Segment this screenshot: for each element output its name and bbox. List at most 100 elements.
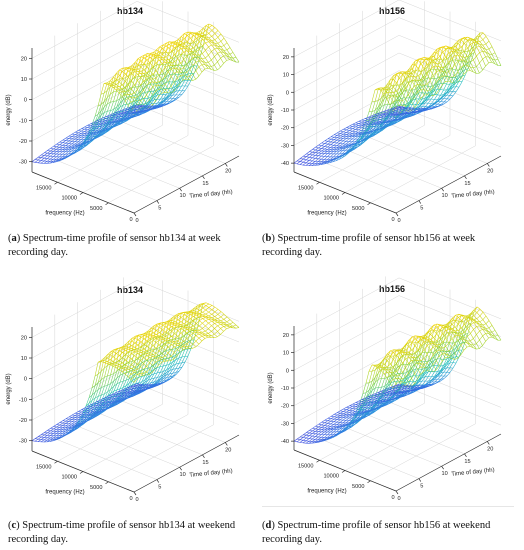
y-tick-label: 15000 [36,185,52,191]
mesh-line [396,91,401,95]
mesh-line [122,91,127,96]
mesh-line [169,101,174,104]
mesh-line [144,73,148,76]
mesh-line [104,124,108,128]
mesh-line [74,139,79,142]
mesh-line [402,97,407,106]
mesh-line [155,74,160,79]
mesh-line [337,130,341,134]
mesh-line [134,89,138,94]
mesh-line [196,37,200,42]
mesh-line [211,36,216,40]
grid-line [31,300,240,359]
mesh-line [205,46,209,51]
mesh-line [407,116,411,118]
mesh-line [83,133,88,136]
mesh-line [352,130,356,133]
caption-a: (a) Spectrum-time profile of sensor hb13… [8,233,221,258]
mesh-line [114,121,119,124]
mesh-line [457,52,462,57]
mesh-line [86,133,91,136]
mesh-line [363,137,368,140]
mesh-line [348,141,353,145]
mesh-line [351,145,355,150]
mesh-line [93,120,98,123]
mesh-line [467,60,472,63]
mesh-line [427,69,432,78]
mesh-line [94,118,99,126]
mesh-line [59,142,63,145]
mesh-line [330,151,334,155]
mesh-line [158,63,163,67]
mesh-line [143,56,148,59]
mesh-line [376,117,381,120]
mesh-line [205,50,209,56]
mesh-line [130,111,134,114]
mesh-line [364,126,368,129]
grid-line [31,83,240,142]
mesh-line [452,80,456,84]
mesh-line [430,59,435,70]
mesh-line [177,54,182,59]
mesh-line [389,107,393,110]
mesh-line [429,69,434,76]
mesh-line [479,50,483,53]
mesh-line [111,117,116,120]
mesh-line [160,98,164,103]
mesh-line [229,54,234,59]
mesh-line [293,160,298,164]
mesh-line [436,76,441,79]
mesh-line [205,27,210,31]
mesh-line [190,32,194,44]
mesh-line [354,141,359,144]
x-tick [441,188,444,192]
mesh-line [448,50,453,54]
mesh-line [202,25,207,29]
mesh-line [174,45,179,48]
mesh-line [390,79,394,84]
mesh-line [108,126,112,129]
mesh-line [366,135,371,139]
mesh-line [414,68,419,73]
mesh-line [59,147,63,150]
mesh-line [87,125,91,128]
mesh-line [34,156,39,160]
grid-line [31,342,240,400]
mesh-line [116,90,120,101]
mesh-line [436,58,440,60]
mesh-line [141,106,146,109]
mesh-line [106,361,111,364]
mesh-line [330,144,334,146]
mesh-line [401,113,405,115]
mesh-line [424,77,428,80]
mesh-line [384,95,388,105]
mesh-line [153,74,158,85]
mesh-line [413,111,417,113]
mesh-line [183,55,188,60]
mesh-line [364,118,369,120]
mesh-line [187,73,192,81]
mesh-line [163,94,167,99]
mesh-line [77,139,82,143]
mesh-line [335,157,340,161]
mesh-line [417,84,422,90]
mesh-line [172,81,176,89]
mesh-line [174,68,178,72]
mesh-line [106,80,111,91]
mesh-line [434,94,438,100]
mesh-line [327,141,332,145]
mesh-line [164,75,169,82]
mesh-line [374,115,378,117]
mesh-line [181,71,185,74]
mesh-line [102,118,107,121]
mesh-line [153,55,157,60]
mesh-line [436,47,441,50]
mesh-line [184,42,188,56]
mesh-line [56,149,60,152]
mesh-line [363,133,368,137]
mesh-line [125,96,130,98]
mesh-line [414,58,419,62]
mesh-line [452,90,457,93]
mesh-line [382,118,387,121]
